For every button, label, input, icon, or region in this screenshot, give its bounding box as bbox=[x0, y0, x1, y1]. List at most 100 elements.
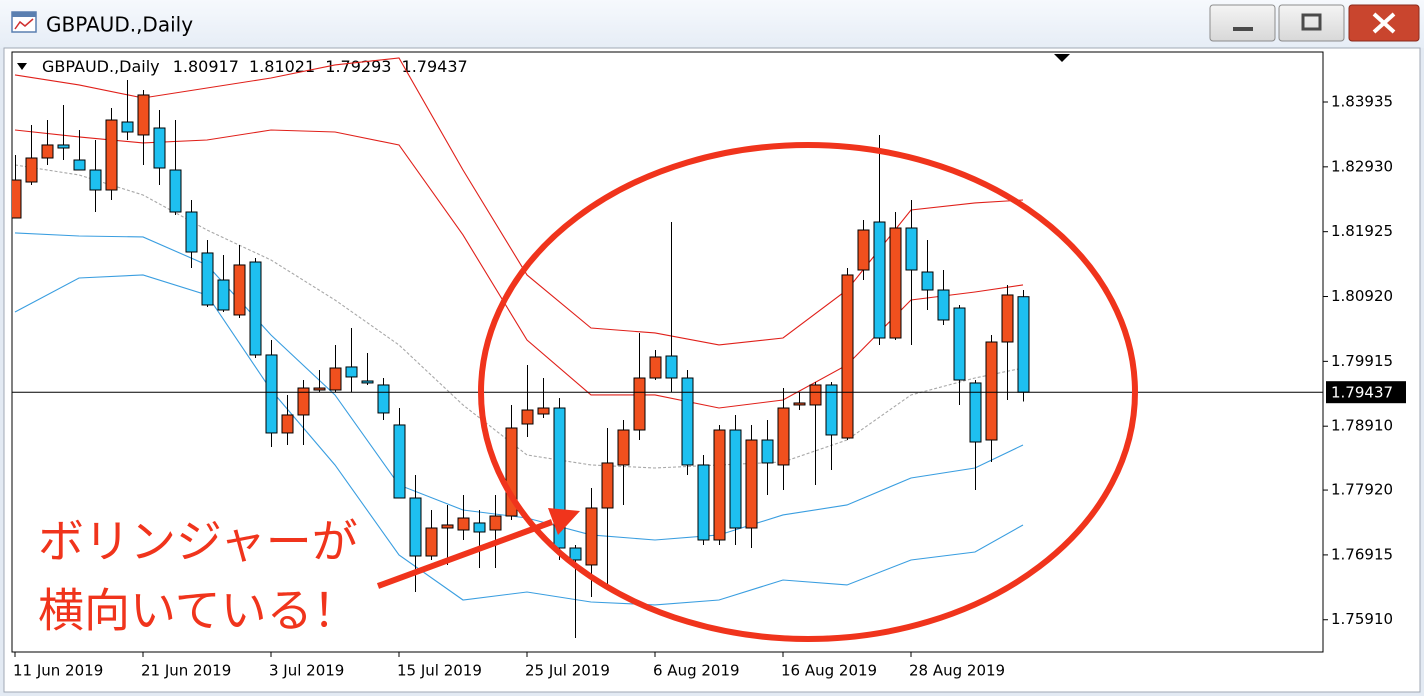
header-open: 1.80917 bbox=[173, 57, 239, 76]
candle-body bbox=[937, 289, 950, 321]
candle-body bbox=[633, 377, 646, 431]
maximize-button[interactable] bbox=[1278, 4, 1345, 42]
candle-body bbox=[553, 407, 566, 549]
candle-body bbox=[921, 271, 934, 291]
y-tick-label: 1.78910 bbox=[1331, 417, 1393, 435]
annotation-text: ボリンジャーが bbox=[38, 515, 358, 569]
candle-body bbox=[57, 144, 70, 149]
candle-body bbox=[1017, 296, 1030, 393]
minimize-button[interactable] bbox=[1209, 4, 1276, 42]
candle-body bbox=[89, 169, 102, 191]
candle-body bbox=[473, 522, 486, 533]
candle-body bbox=[873, 221, 886, 339]
chart-shift-marker bbox=[1054, 54, 1070, 62]
candle-body bbox=[393, 424, 406, 499]
candle-body bbox=[169, 169, 182, 213]
x-tick-label: 16 Aug 2019 bbox=[781, 662, 877, 680]
candle-body bbox=[25, 157, 38, 183]
y-tick-label: 1.75910 bbox=[1331, 610, 1393, 628]
y-tick-label: 1.79915 bbox=[1331, 352, 1393, 370]
symbol: GBPAUD.,Daily bbox=[42, 57, 160, 76]
candle-body bbox=[809, 384, 822, 406]
price-label-box bbox=[1326, 381, 1406, 404]
candle-body bbox=[697, 464, 710, 541]
candle-body bbox=[217, 279, 230, 311]
candle-body bbox=[537, 407, 550, 415]
y-tick-label: 1.82930 bbox=[1331, 157, 1393, 175]
title-bar bbox=[0, 0, 1424, 48]
candle-body bbox=[745, 439, 758, 529]
candle-body bbox=[121, 121, 134, 133]
candle-body bbox=[329, 367, 342, 391]
window-icon bbox=[11, 11, 37, 33]
candle-body bbox=[569, 547, 582, 561]
candle-body bbox=[665, 355, 678, 379]
price-label: 1.79437 bbox=[1331, 384, 1393, 402]
candles bbox=[12, 80, 1030, 638]
axes: 1.75910 1.76915 1.77920 1.78910 1.79915 1.809… bbox=[12, 93, 1406, 680]
header-high: 1.81021 bbox=[249, 57, 315, 76]
highlight-ellipse bbox=[478, 142, 1138, 642]
candle-body bbox=[505, 427, 518, 517]
candle-body bbox=[969, 382, 982, 443]
arrow-shaft bbox=[376, 519, 554, 589]
candle-body bbox=[521, 409, 534, 425]
candle-body bbox=[713, 429, 726, 541]
candle-body bbox=[137, 94, 150, 136]
candle-body bbox=[105, 119, 118, 191]
candle-body bbox=[825, 384, 838, 436]
candle-body bbox=[73, 159, 86, 171]
header-close: 1.79437 bbox=[402, 57, 468, 76]
x-tick-label: 11 Jun 2019 bbox=[13, 662, 103, 680]
arrow-head bbox=[548, 508, 580, 535]
candle-body bbox=[617, 429, 630, 466]
candle-body bbox=[777, 407, 790, 466]
candle-body bbox=[841, 274, 854, 439]
y-tick-label: 1.83935 bbox=[1331, 93, 1393, 111]
candle-body bbox=[361, 380, 374, 384]
candle-body bbox=[377, 384, 390, 414]
candle-body bbox=[905, 227, 918, 271]
candle-body bbox=[1001, 294, 1014, 343]
candle-body bbox=[889, 227, 902, 339]
header-arrow bbox=[17, 63, 27, 70]
x-tick-label: 28 Aug 2019 bbox=[909, 662, 1005, 680]
candle-body bbox=[953, 307, 966, 381]
candle-body bbox=[761, 439, 774, 464]
candle-body bbox=[313, 387, 326, 391]
candle-body bbox=[425, 527, 438, 557]
candle-body bbox=[249, 261, 262, 356]
x-tick-label: 25 Jul 2019 bbox=[525, 662, 610, 680]
candle-body bbox=[729, 429, 742, 529]
candle-body bbox=[153, 127, 166, 169]
y-tick-label: 1.80920 bbox=[1331, 287, 1393, 305]
candle-body bbox=[345, 366, 358, 378]
window-title: GBPAUD.,Daily bbox=[46, 13, 193, 37]
candle-body bbox=[297, 387, 310, 416]
candle-body bbox=[185, 211, 198, 253]
candle-body bbox=[985, 341, 998, 441]
band-line bbox=[14, 129, 1024, 409]
candle-body bbox=[489, 515, 502, 531]
close-button[interactable] bbox=[1348, 4, 1420, 42]
band-line bbox=[14, 274, 1024, 606]
candle-body bbox=[201, 252, 214, 306]
y-tick-label: 1.81925 bbox=[1331, 222, 1393, 240]
candle-body bbox=[857, 229, 870, 271]
x-tick-label: 15 Jul 2019 bbox=[397, 662, 482, 680]
chart-header: GBPAUD.,Daily 1.80917 1.81021 1.79293 1.… bbox=[42, 57, 468, 76]
candle-body bbox=[233, 264, 246, 316]
header-low: 1.79293 bbox=[325, 57, 391, 76]
plot-area bbox=[11, 51, 1324, 653]
candle-body bbox=[441, 524, 454, 529]
candle-body bbox=[281, 414, 294, 434]
x-tick-label: 21 Jun 2019 bbox=[141, 662, 231, 680]
candle-body bbox=[601, 462, 614, 509]
candle-body bbox=[457, 517, 470, 531]
x-tick-label: 6 Aug 2019 bbox=[653, 662, 740, 680]
candle-body bbox=[585, 507, 598, 566]
candle-body bbox=[265, 354, 278, 434]
candle-body bbox=[12, 179, 22, 219]
